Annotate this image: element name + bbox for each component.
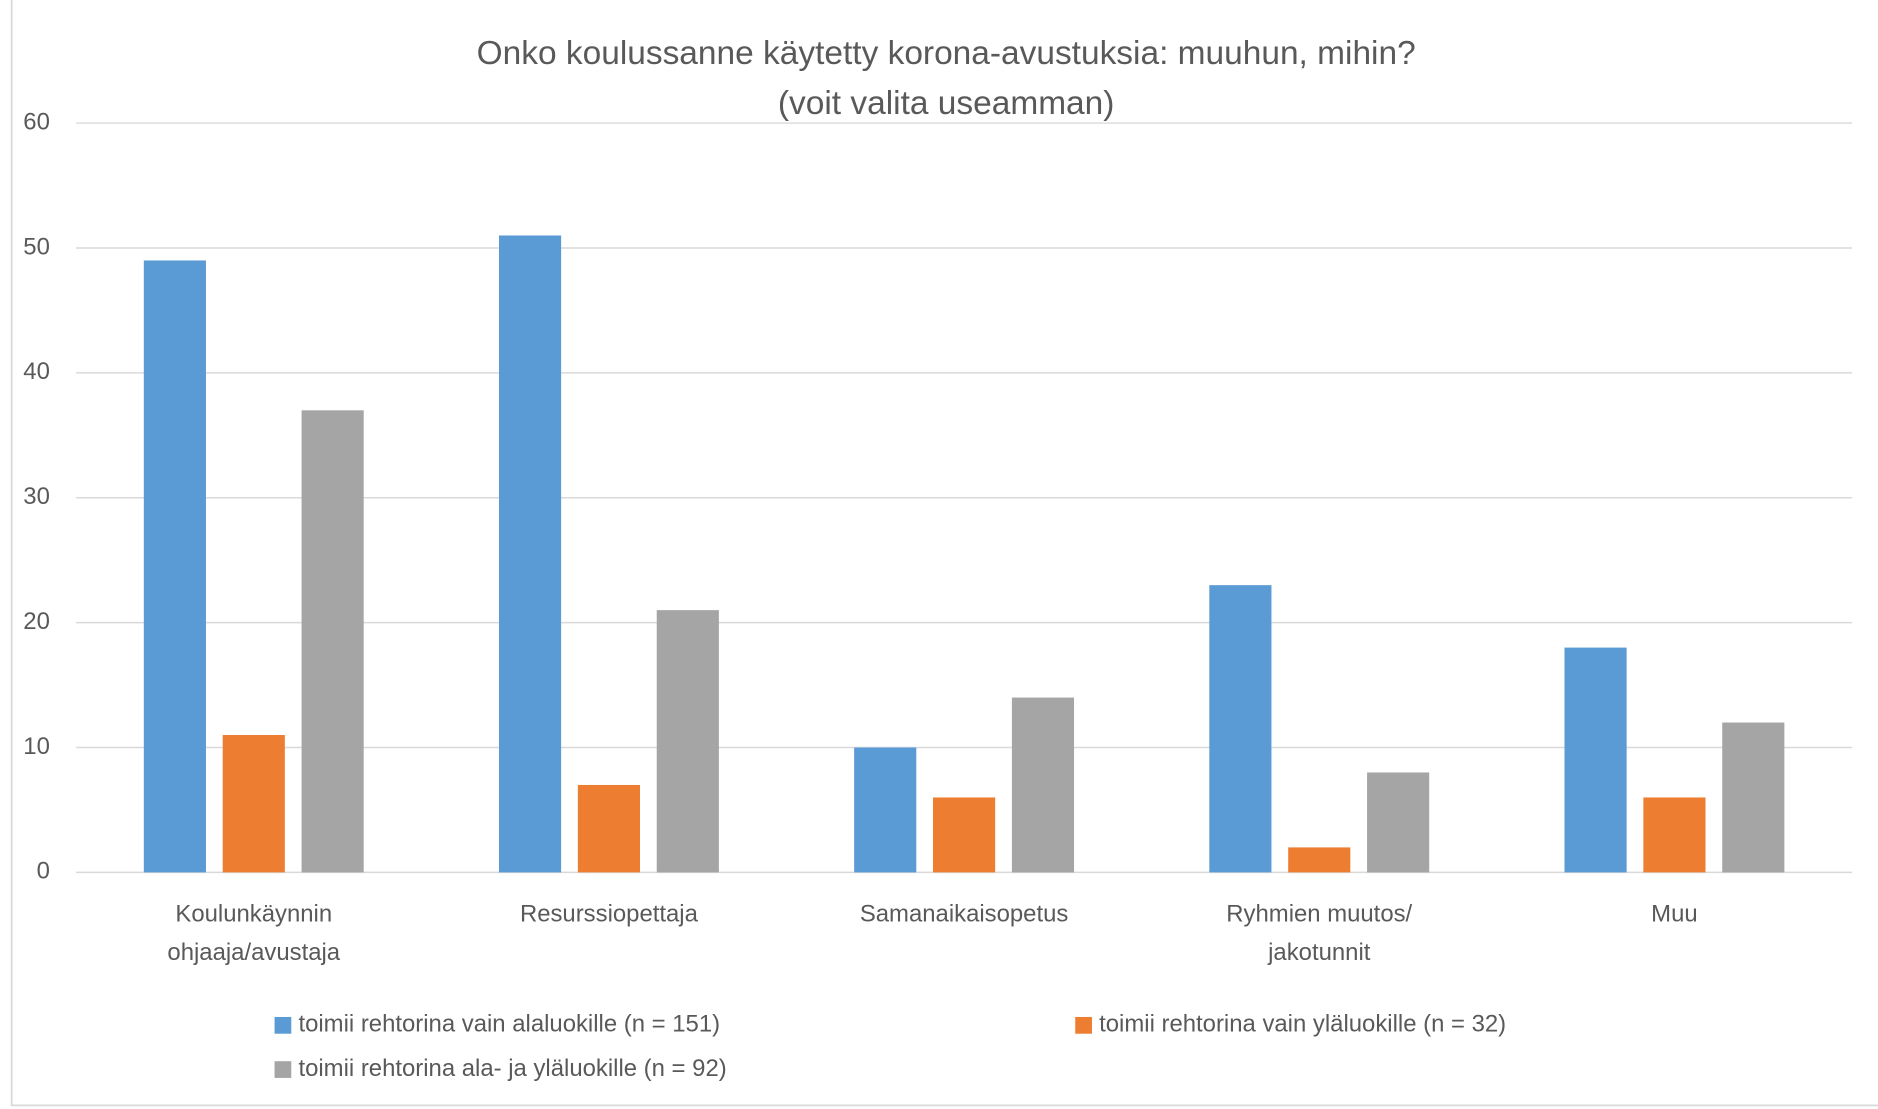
legend-label: toimii rehtorina ala- ja yläluokille (n … (298, 1055, 726, 1082)
legend-swatch (274, 1016, 292, 1034)
y-tick-label: 50 (23, 233, 50, 260)
x-tick-label: Ryhmien muutos/ (1226, 901, 1412, 928)
bar (656, 610, 719, 873)
bar (1209, 585, 1272, 873)
y-tick-label: 10 (23, 733, 50, 760)
y-tick-label: 20 (23, 608, 50, 635)
bar (301, 410, 364, 873)
x-tick-label: Resurssiopettaja (520, 901, 699, 928)
bar (1564, 647, 1627, 873)
y-tick-label: 60 (23, 108, 50, 135)
y-tick-label: 40 (23, 358, 50, 385)
bar (933, 797, 996, 873)
legend-label: toimii rehtorina vain alaluokille (n = 1… (298, 1011, 720, 1038)
x-tick-label: Muu (1651, 901, 1697, 928)
bar (1288, 847, 1351, 873)
bar (1011, 697, 1075, 873)
chart-title: Onko koulussanne käytetty korona-avustuk… (477, 35, 1416, 72)
chart-title: (voit valita useamman) (778, 85, 1115, 122)
bar (1643, 797, 1706, 873)
legend-swatch (1075, 1016, 1092, 1034)
x-tick-label: Koulunkäynnin (175, 901, 332, 928)
bar (1367, 772, 1430, 873)
bar (222, 735, 285, 873)
y-tick-label: 0 (37, 858, 50, 885)
bar (577, 784, 641, 873)
x-tick-label: Samanaikaisopetus (860, 901, 1069, 928)
y-tick-label: 30 (23, 483, 50, 510)
bar (854, 747, 917, 873)
legend-label: toimii rehtorina vain yläluokille (n = 3… (1099, 1011, 1506, 1038)
bar (498, 235, 562, 873)
x-tick-label: ohjaaja/avustaja (167, 939, 340, 966)
legend-swatch (274, 1061, 292, 1078)
bar (1722, 722, 1785, 873)
x-tick-label: jakotunnit (1267, 939, 1371, 966)
bar (143, 260, 206, 873)
